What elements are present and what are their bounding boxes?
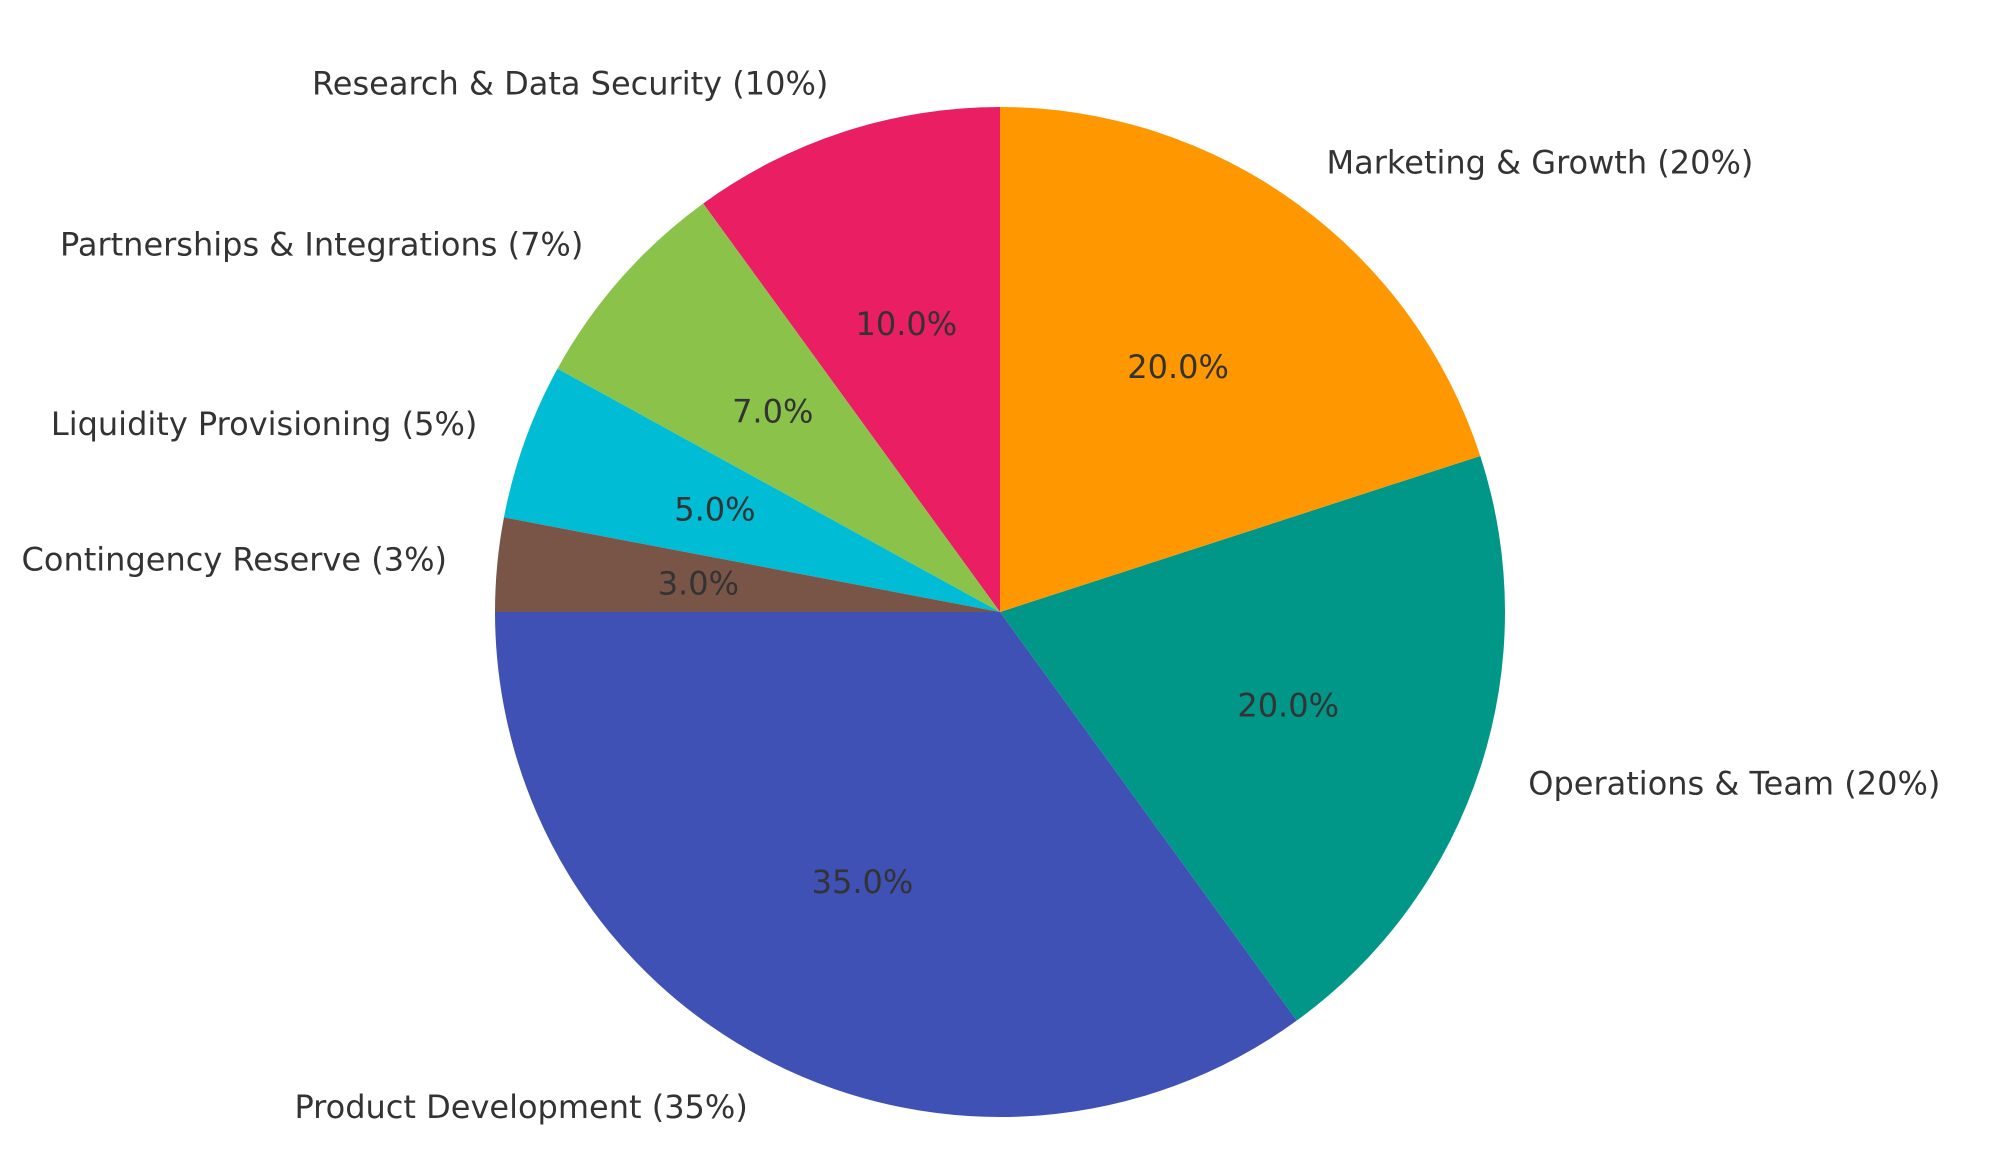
pct-label-operations-and-team: 20.0% xyxy=(1237,687,1339,725)
pie-slices xyxy=(495,107,1505,1118)
category-labels: Research & Data Security (10%) Partnershi… xyxy=(22,65,1941,1126)
pct-label-marketing-and-growth: 20.0% xyxy=(1127,348,1229,386)
slice-label-marketing-and-growth: Marketing & Growth (20%) xyxy=(1327,144,1754,182)
pie-slice-research-and-data-security xyxy=(703,107,1000,612)
slice-label-contingency-reserve: Contingency Reserve (3%) xyxy=(22,541,447,579)
slice-label-operations-and-team: Operations & Team (20%) xyxy=(1528,765,1940,803)
pie-slice-partnerships-and-integrations xyxy=(557,203,1000,612)
pct-label-contingency-reserve: 3.0% xyxy=(658,564,739,602)
slice-label-research-and-data-security: Research & Data Security (10%) xyxy=(312,65,828,103)
pie-slice-product-development xyxy=(495,612,1297,1118)
slice-label-partnerships-and-integrations: Partnerships & Integrations (7%) xyxy=(60,226,583,264)
pct-label-partnerships-and-integrations: 7.0% xyxy=(732,393,813,431)
pct-label-liquidity-provisioning: 5.0% xyxy=(674,490,755,528)
pct-label-research-and-data-security: 10.0% xyxy=(856,305,958,343)
pie-slice-contingency-reserve xyxy=(495,517,1000,612)
pct-label-product-development: 35.0% xyxy=(812,863,914,901)
pie-slice-marketing-and-growth xyxy=(1000,107,1481,612)
percentage-labels: 10.0% 7.0% 5.0% 3.0% 35.0% 20.0% 20.0% xyxy=(658,305,1339,901)
slice-label-liquidity-provisioning: Liquidity Provisioning (5%) xyxy=(51,405,477,443)
pie-slice-liquidity-provisioning xyxy=(503,368,1000,612)
pie-slice-operations-and-team xyxy=(1000,455,1505,1021)
slice-label-product-development: Product Development (35%) xyxy=(294,1088,747,1126)
